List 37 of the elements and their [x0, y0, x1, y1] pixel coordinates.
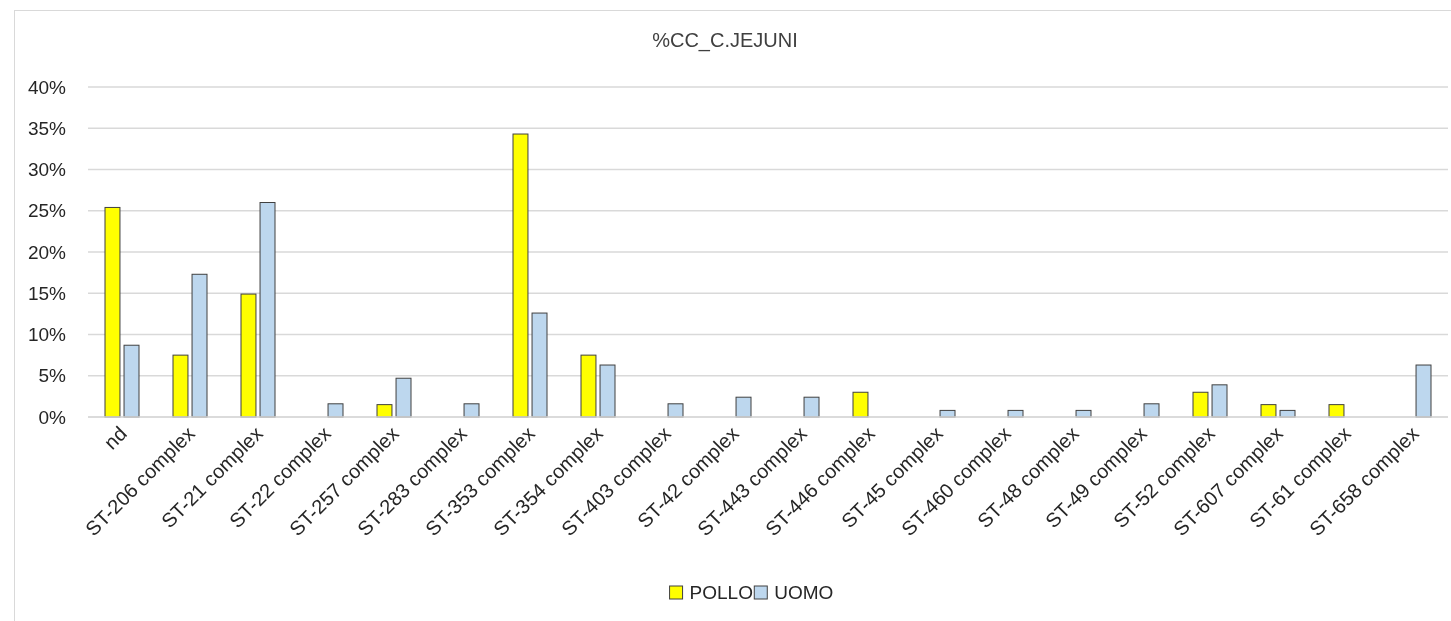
bar [1143, 403, 1160, 418]
y-tick-label: 0% [38, 406, 67, 428]
bar [1260, 404, 1277, 418]
bar [1211, 384, 1228, 418]
bar [852, 391, 869, 418]
bar [104, 206, 121, 418]
bar [259, 202, 276, 418]
bar [376, 404, 393, 418]
bar [191, 273, 208, 418]
bar [1328, 404, 1345, 418]
y-tick-label: 10% [27, 324, 67, 346]
y-tick-label: 20% [27, 241, 67, 263]
bar [240, 293, 257, 418]
y-tick-label: 35% [27, 117, 67, 139]
bar [599, 364, 616, 418]
x-tick-label: nd [99, 422, 131, 454]
y-tick-label: 5% [38, 365, 67, 387]
y-tick-label: 15% [27, 282, 67, 304]
y-tick-label: 25% [27, 200, 67, 222]
legend-label: POLLO [689, 582, 753, 603]
bar [327, 403, 344, 418]
bar [512, 133, 529, 418]
bar [803, 396, 820, 418]
bar [531, 312, 548, 418]
chart-title: %CC_C.JEJUNI [652, 29, 798, 52]
bar [123, 344, 140, 418]
bar [1415, 364, 1432, 418]
bar [580, 354, 597, 418]
bar [172, 354, 189, 418]
bar [395, 377, 412, 418]
y-tick-label: 30% [27, 159, 67, 181]
y-tick-label: 40% [27, 76, 67, 98]
legend-label: UOMO [774, 582, 834, 603]
bar [1192, 391, 1209, 418]
bar [735, 396, 752, 418]
bar [463, 403, 480, 418]
bar [667, 403, 684, 418]
